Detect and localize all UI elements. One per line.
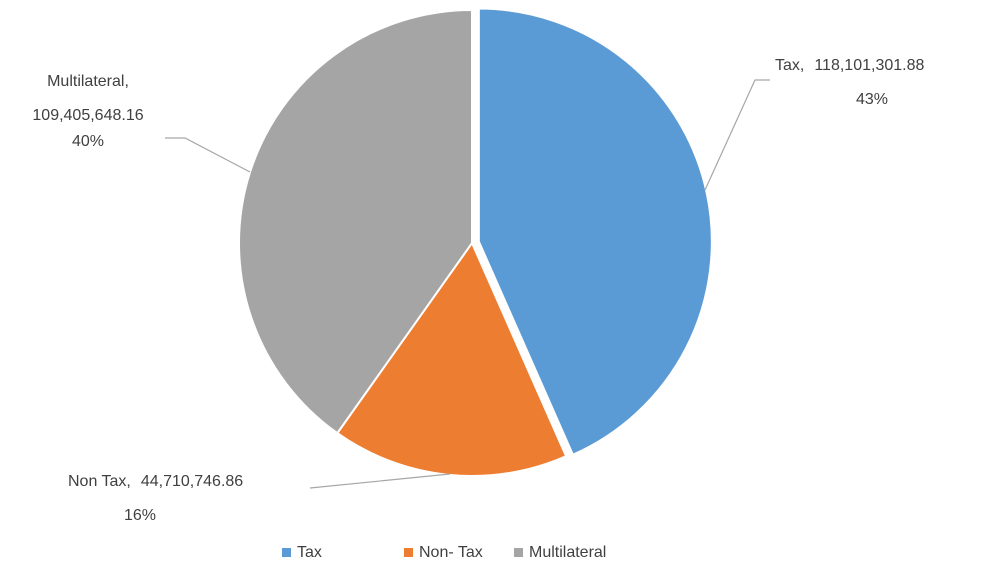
leader-line [309,473,451,489]
legend-swatch [282,548,291,557]
data-label: Tax, 118,101,301.88 [775,57,924,74]
pie-slice [335,240,568,477]
value-label: 118,101,301.88 [814,57,924,74]
data-label: 43% [856,91,888,108]
data-label: Multilateral, [47,73,129,90]
percent-label: 40% [72,133,104,150]
data-label: 40% [72,133,104,150]
legend-label: Non- Tax [419,544,483,561]
leader-line [165,137,251,173]
label-name: Non Tax, [68,473,131,490]
data-label: 16% [124,507,156,524]
label-name: Tax, [775,57,804,74]
leader-line [704,79,770,191]
pie-slice [477,7,713,457]
label-name: Multilateral, [47,73,129,90]
legend-label: Tax [297,544,322,561]
value-label: 44,710,746.86 [141,473,243,490]
value-label: 109,405,648.16 [32,107,143,124]
legend-label: Multilateral [529,544,606,561]
data-label: Non Tax, 44,710,746.86 [68,473,243,490]
percent-label: 43% [856,91,888,108]
pie-slice [238,8,473,435]
legend-swatch [514,548,523,557]
legend-swatch [404,548,413,557]
percent-label: 16% [124,507,156,524]
data-label: 109,405,648.16 [32,107,143,124]
